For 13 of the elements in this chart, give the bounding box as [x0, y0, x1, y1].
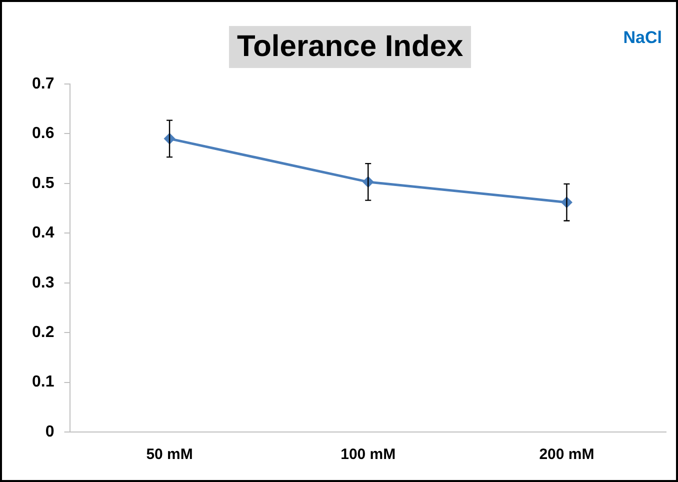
y-tick-label: 0.5 [32, 174, 54, 192]
y-tick-label: 0.2 [32, 324, 54, 341]
x-tick-label: 100 mM [340, 446, 396, 464]
y-tick-label: 0.6 [32, 125, 54, 142]
chart-title: Tolerance Index [229, 26, 472, 68]
y-tick-label: 0.3 [32, 274, 54, 292]
y-tick-label: 0.4 [32, 224, 54, 242]
y-tick-label: 0 [45, 423, 54, 440]
text: NaCl [623, 28, 662, 48]
y-tick-label: 0.1 [32, 374, 54, 391]
x-tick-label: 50 mM [146, 446, 193, 464]
y-tick-label: 0.7 [32, 75, 54, 92]
x-tick-label: 200 mM [539, 446, 594, 464]
